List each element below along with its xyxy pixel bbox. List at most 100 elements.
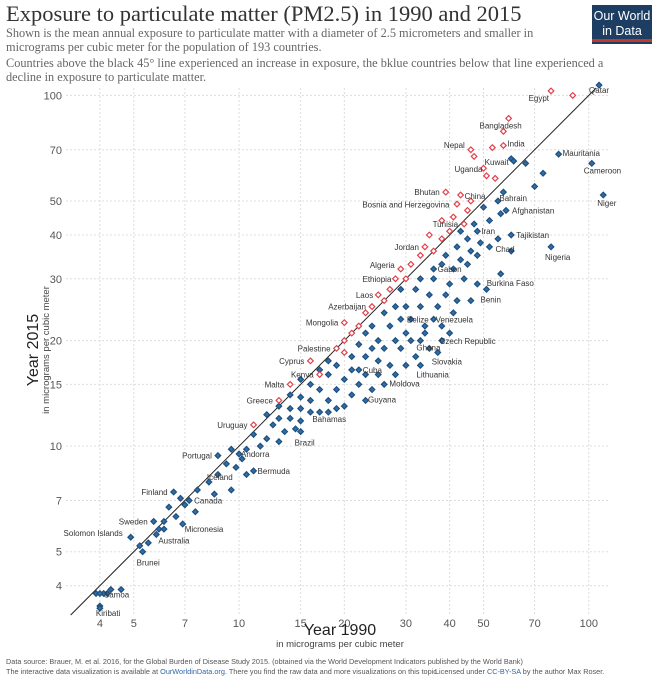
- data-point-mongolia[interactable]: [340, 318, 348, 327]
- data-point[interactable]: [227, 486, 235, 494]
- data-point[interactable]: [438, 235, 446, 243]
- data-point[interactable]: [494, 235, 502, 243]
- data-point-cuba[interactable]: [355, 366, 363, 374]
- data-point[interactable]: [397, 285, 405, 293]
- data-point[interactable]: [275, 402, 283, 410]
- data-point[interactable]: [412, 352, 420, 361]
- data-point[interactable]: [380, 380, 388, 389]
- data-point[interactable]: [539, 169, 547, 177]
- data-point[interactable]: [449, 309, 458, 317]
- data-point[interactable]: [488, 143, 496, 152]
- data-point[interactable]: [479, 164, 488, 172]
- data-point[interactable]: [442, 291, 450, 299]
- data-point-nepal[interactable]: [467, 146, 475, 154]
- data-point[interactable]: [434, 302, 442, 311]
- data-point[interactable]: [348, 366, 356, 374]
- data-point[interactable]: [355, 322, 363, 330]
- data-point-czech-republic[interactable]: [445, 329, 454, 337]
- data-point-australia[interactable]: [152, 530, 160, 539]
- data-point[interactable]: [316, 385, 324, 394]
- data-point[interactable]: [425, 231, 433, 239]
- data-point[interactable]: [445, 227, 454, 235]
- data-point[interactable]: [391, 302, 400, 311]
- data-point-tajikistan[interactable]: [507, 231, 515, 239]
- data-point[interactable]: [429, 247, 438, 255]
- data-point-kenya[interactable]: [316, 370, 324, 379]
- data-point[interactable]: [453, 200, 461, 208]
- data-point[interactable]: [340, 402, 348, 410]
- data-point[interactable]: [467, 296, 475, 305]
- data-point-laos[interactable]: [374, 291, 382, 299]
- data-point-mauritania[interactable]: [554, 150, 563, 158]
- data-point[interactable]: [402, 275, 410, 283]
- data-point-uruguay[interactable]: [249, 421, 258, 429]
- data-point-iceland[interactable]: [205, 478, 213, 486]
- data-point-algeria[interactable]: [397, 265, 405, 273]
- data-point[interactable]: [438, 260, 446, 268]
- data-point[interactable]: [442, 251, 450, 259]
- data-point[interactable]: [222, 460, 231, 468]
- data-point[interactable]: [191, 508, 200, 516]
- data-point[interactable]: [522, 159, 530, 168]
- data-point[interactable]: [306, 396, 315, 405]
- data-point[interactable]: [569, 91, 577, 100]
- data-point[interactable]: [497, 210, 505, 218]
- data-point[interactable]: [214, 470, 222, 479]
- data-point-bangladesh[interactable]: [504, 114, 513, 123]
- data-point-chad[interactable]: [485, 243, 494, 251]
- data-point-benin[interactable]: [482, 285, 491, 293]
- data-point[interactable]: [479, 203, 488, 211]
- owid-link[interactable]: OurWorldinData.org: [160, 667, 225, 676]
- data-point[interactable]: [397, 344, 405, 353]
- data-point[interactable]: [263, 435, 271, 443]
- data-point[interactable]: [275, 414, 283, 423]
- data-point[interactable]: [306, 408, 315, 416]
- data-point[interactable]: [296, 404, 305, 413]
- data-point[interactable]: [210, 490, 219, 498]
- data-point-india[interactable]: [499, 141, 508, 150]
- data-point[interactable]: [449, 265, 458, 273]
- data-point[interactable]: [380, 344, 388, 353]
- data-point-brunei[interactable]: [138, 548, 147, 556]
- data-point[interactable]: [467, 247, 475, 255]
- data-point-cyprus[interactable]: [306, 357, 315, 365]
- data-point-jordan[interactable]: [421, 243, 429, 251]
- data-point-qatar[interactable]: [595, 81, 603, 89]
- data-point[interactable]: [291, 425, 300, 433]
- data-point-lithuania[interactable]: [416, 361, 425, 369]
- data-point[interactable]: [172, 512, 180, 521]
- data-point-kiribati[interactable]: [96, 604, 104, 612]
- data-point-guyana[interactable]: [368, 385, 376, 394]
- data-point[interactable]: [355, 380, 363, 389]
- data-point-micronesia[interactable]: [179, 520, 187, 528]
- data-point[interactable]: [348, 352, 356, 361]
- data-point[interactable]: [380, 296, 388, 305]
- data-point[interactable]: [445, 280, 454, 288]
- data-point[interactable]: [296, 393, 305, 401]
- data-point[interactable]: [286, 414, 294, 423]
- data-point[interactable]: [421, 329, 429, 337]
- data-point[interactable]: [425, 344, 433, 353]
- data-point[interactable]: [374, 357, 382, 365]
- data-point[interactable]: [306, 380, 315, 389]
- data-point[interactable]: [348, 329, 356, 337]
- data-point[interactable]: [361, 309, 370, 317]
- data-point[interactable]: [386, 285, 394, 293]
- data-point-bhutan[interactable]: [442, 188, 450, 196]
- data-point[interactable]: [402, 361, 410, 369]
- data-point[interactable]: [117, 585, 125, 594]
- data-point-bahrain[interactable]: [499, 188, 508, 196]
- data-point[interactable]: [249, 430, 258, 439]
- data-point-niger[interactable]: [599, 191, 607, 199]
- data-point[interactable]: [136, 542, 144, 550]
- data-point[interactable]: [368, 344, 376, 353]
- data-point[interactable]: [340, 348, 348, 357]
- license-link[interactable]: CC-BY-SA: [486, 667, 521, 676]
- data-point[interactable]: [397, 315, 405, 323]
- data-point-palestine[interactable]: [332, 344, 341, 353]
- data-point[interactable]: [386, 361, 394, 369]
- data-point[interactable]: [361, 352, 370, 361]
- data-point-venezuela[interactable]: [429, 315, 438, 323]
- data-point-burkina-faso[interactable]: [497, 270, 505, 278]
- data-point-slovakia[interactable]: [434, 348, 442, 357]
